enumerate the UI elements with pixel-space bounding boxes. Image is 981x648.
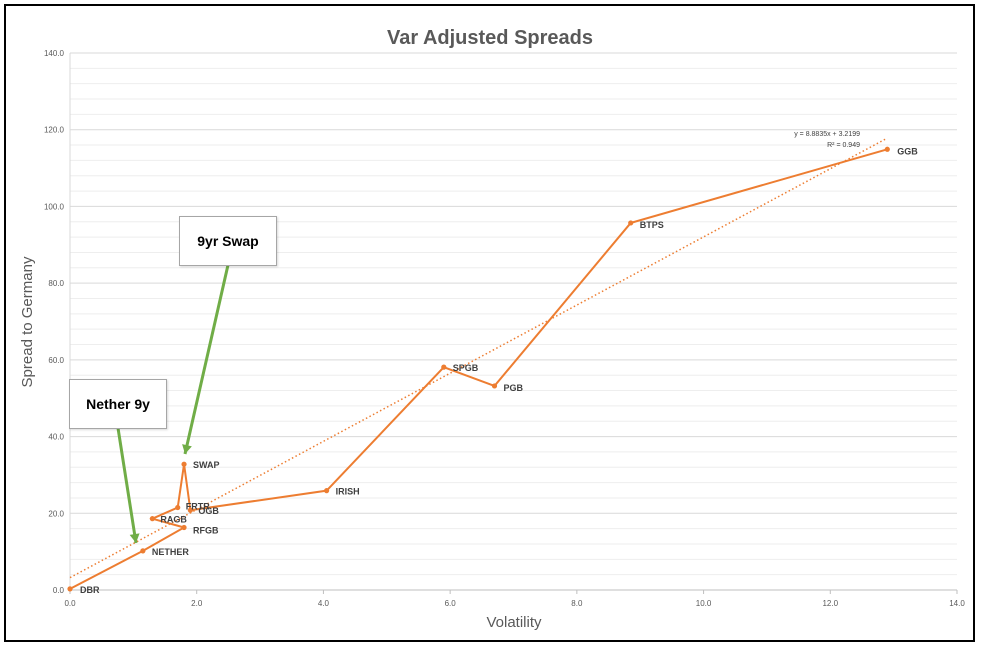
x-tick-label: 6.0: [445, 599, 457, 608]
series-line: [69, 148, 888, 590]
arrow-nether-9y: [116, 427, 140, 544]
data-point-btps: [628, 220, 634, 226]
x-axis-title: Volatility: [486, 614, 542, 631]
x-tick-label: 0.0: [64, 599, 76, 608]
y-tick-label: 60.0: [48, 356, 64, 365]
data-label-frtr: FRTR: [186, 502, 210, 512]
data-label-ogb: OGB: [198, 506, 219, 516]
data-label-swap: SWAP: [193, 460, 220, 470]
x-tick-label: 2.0: [191, 599, 203, 608]
y-tick-label: 0.0: [53, 586, 65, 595]
axes: 0.0 20.0 40.0 60.0 80.0 100.0 120.0 140.0 0.0 2.0…: [44, 49, 965, 608]
data-point-ragb: [149, 516, 155, 522]
data-label-nether: NETHER: [152, 547, 190, 557]
data-label-ggb: GGB: [897, 146, 918, 156]
data-label-rfgb: RFGB: [193, 525, 219, 535]
arrow-9yr-swap-head: [182, 444, 192, 454]
arrow-9yr-swap-shaft: [183, 264, 230, 455]
data-label-pgb: PGB: [503, 383, 523, 393]
data-point-frtr: [175, 504, 181, 511]
chart-frame: [4, 4, 975, 642]
y-tick-label: 20.0: [48, 509, 64, 518]
data-point-pgb: [491, 383, 498, 389]
y-axis-title: Spread to Germany: [19, 256, 36, 387]
x-tick-label: 10.0: [696, 599, 712, 608]
annotation-arrows: [116, 264, 230, 544]
trendline: [69, 137, 888, 579]
data-point-ggb: [884, 146, 890, 152]
trendline-line: [69, 137, 888, 579]
data-label-btps: BTPS: [640, 220, 664, 230]
trendline-equation: y = 8.8835x + 3.2199: [794, 131, 860, 138]
data-series: [67, 146, 890, 592]
arrow-nether-9y-shaft: [116, 427, 138, 544]
x-tick-label: 12.0: [822, 599, 838, 608]
x-tick-label: 4.0: [318, 599, 330, 608]
data-label-spgb: SPGB: [453, 363, 479, 373]
y-tick-label: 140.0: [44, 49, 65, 58]
y-tick-label: 80.0: [48, 279, 64, 288]
chart-title: Var Adjusted Spreads: [387, 27, 593, 49]
data-point-spgb: [441, 364, 447, 370]
x-tick-label: 14.0: [949, 599, 965, 608]
callout-9yr-swap: 9yr Swap: [179, 216, 277, 266]
data-point-dbr: [67, 586, 73, 592]
y-tick-label: 120.0: [44, 126, 65, 135]
data-label-irish: IRISH: [336, 487, 360, 497]
data-point-swap: [181, 461, 187, 467]
data-point-nether: [140, 548, 146, 554]
data-label-dbr: DBR: [80, 585, 100, 595]
data-point-rfgb: [181, 524, 187, 531]
data-labels: DBR NETHER RFGB RAGB FRTR SWAP OGB IRISH SPGB PGB…: [80, 146, 918, 595]
arrow-nether-9y-head: [129, 533, 140, 543]
data-point-irish: [323, 488, 330, 494]
y-tick-label: 40.0: [48, 433, 64, 442]
data-point-ogb: [187, 507, 193, 513]
arrow-9yr-swap: [182, 264, 230, 455]
x-tick-label: 8.0: [571, 599, 583, 608]
y-tick-label: 100.0: [44, 202, 65, 211]
data-label-ragb: RAGB: [160, 515, 187, 525]
trendline-r-squared: R² = 0.949: [827, 142, 860, 149]
callout-nether-9y: Nether 9y: [69, 379, 167, 429]
